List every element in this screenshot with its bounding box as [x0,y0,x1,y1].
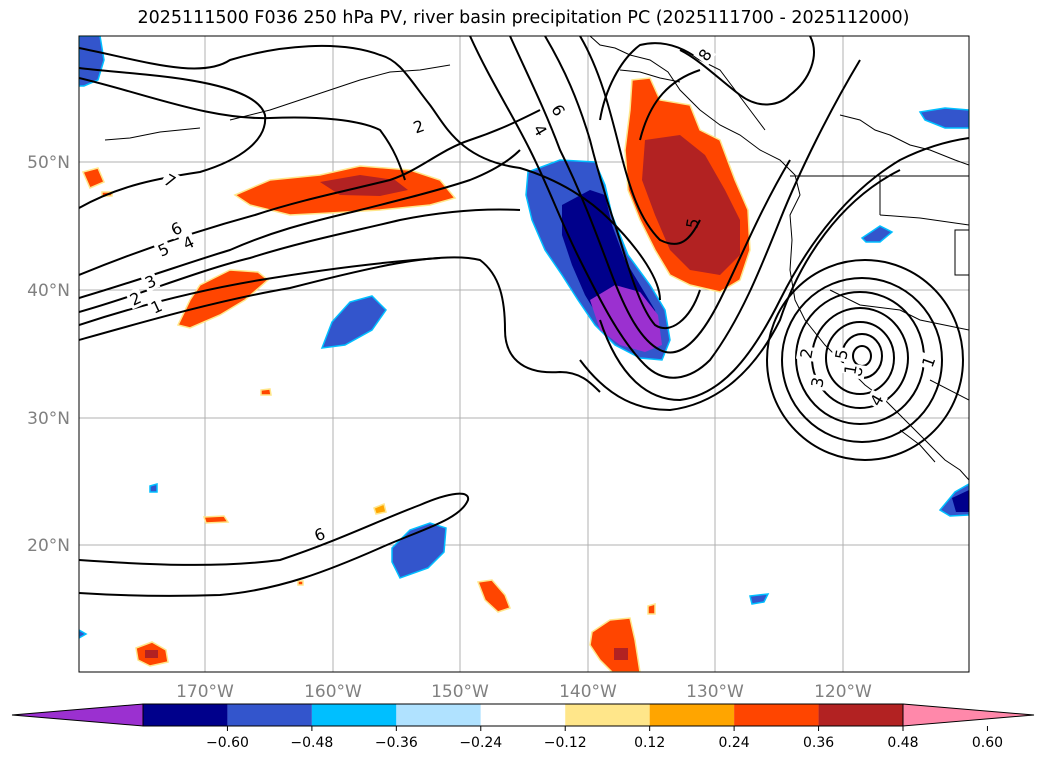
colorbar-tick-label: 0.60 [972,735,1003,751]
map-frame [78,35,970,673]
colorbar-box [480,704,566,726]
colorbar-box [649,704,735,726]
lon-label: 150°W [431,682,489,702]
colorbar: −0.60 −0.48 −0.36 −0.24 −0.12 0.12 0.24 0.36 0.4… [11,703,1035,751]
lon-label: 130°W [686,682,744,702]
colorbar-tick-label: −0.48 [290,735,333,751]
colorbar-box [396,704,481,726]
colorbar-box [311,704,397,726]
colorbar-tick-label: −0.24 [459,735,502,751]
colorbar-tick-label: 0.12 [634,735,665,751]
lon-label: 120°W [814,682,872,702]
lon-label: 160°W [304,682,362,702]
longitude-labels: 170°W 160°W 150°W 140°W 130°W 120°W [176,682,872,702]
contour-label: 5 [831,348,851,361]
colorbar-extend-max [902,703,1035,727]
colorbar-tick-label: 0.24 [719,735,750,751]
lat-label: 20°N [27,536,70,556]
contour-label: 1 [840,363,860,376]
colorbar-tick-label: 0.48 [887,735,918,751]
lon-label: 140°W [559,682,617,702]
colorbar-box [227,704,312,726]
lon-label: 170°W [176,682,234,702]
colorbar-box [818,704,903,726]
contour-label: 3 [807,376,827,389]
colorbar-tick-label: −0.36 [375,735,418,751]
colorbar-box [143,704,228,726]
coastlines [104,36,969,481]
lat-label: 50°N [27,153,70,173]
colorbar-tick-label: −0.12 [544,735,587,751]
colorbar-box [734,704,819,726]
latitude-labels: 50°N 40°N 30°N 20°N [27,153,70,556]
map-title: 2025111500 F036 250 hPa PV, river basin … [137,8,910,28]
contour-label: 2 [796,347,816,360]
colorbar-tick-label: 0.36 [803,735,834,751]
map-panel [79,36,969,672]
colorbar-outline [142,703,904,727]
lat-label: 40°N [27,281,70,301]
colorbar-extend-min [11,703,144,727]
colorbar-box [565,704,650,726]
contour-labels: 2 7 6 5 4 3 2 1 4 6 8 5 2 3 5 8 1 4 1 6 [125,43,939,545]
contour-label: 5 [682,217,702,230]
lat-label: 30°N [27,409,70,429]
colorbar-tick-label: −0.60 [206,735,249,751]
